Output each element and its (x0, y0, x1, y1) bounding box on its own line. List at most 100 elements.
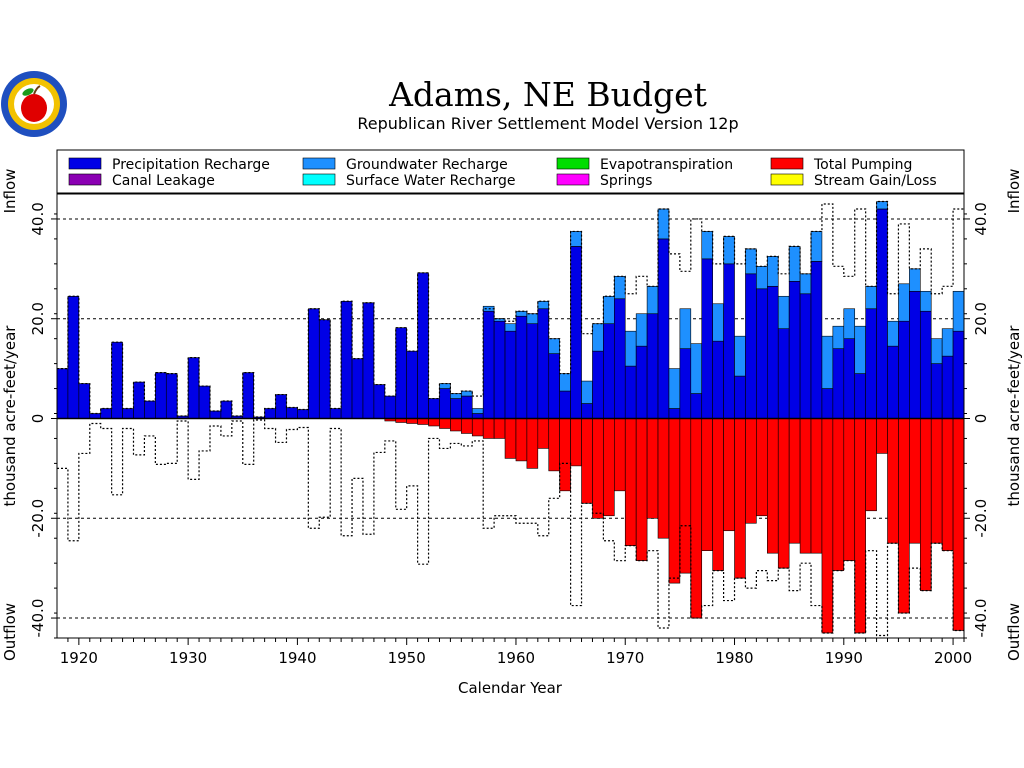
bar-groundwater-recharge (930, 338, 943, 364)
chart-title: Adams, NE Budget (388, 75, 707, 114)
bar-groundwater-recharge (690, 343, 703, 394)
bar-precipitation-recharge (242, 372, 254, 419)
legend-swatch (68, 173, 102, 186)
y-outflow-label-left: Outflow (1, 603, 19, 661)
x-tick-label: 1950 (388, 649, 426, 667)
bar-total-pumping (635, 418, 648, 561)
bar-groundwater-recharge (668, 368, 681, 409)
bar-precipitation-recharge (209, 410, 222, 419)
bar-precipitation-recharge (428, 398, 440, 419)
x-tick-label: 1970 (606, 649, 644, 667)
bar-precipitation-recharge (395, 327, 407, 419)
bar-groundwater-recharge (723, 236, 735, 265)
bar-total-pumping (515, 418, 528, 462)
bar-precipitation-recharge (941, 355, 954, 419)
bar-groundwater-recharge (646, 285, 659, 315)
bar-groundwater-recharge (537, 300, 550, 310)
bar-precipitation-recharge (461, 395, 473, 419)
bar-groundwater-recharge (898, 283, 910, 322)
y-tick-label-right: 40.0 (972, 202, 990, 235)
bar-precipitation-recharge (144, 400, 156, 419)
x-axis-label: Calendar Year (458, 679, 563, 697)
bar-total-pumping (854, 418, 866, 634)
y-tick-label-right: 0 (972, 414, 990, 424)
bar-precipitation-recharge (624, 365, 637, 419)
bar-precipitation-recharge (537, 308, 550, 419)
ticks: 1920 1930 1940 1950 1960 1970 1980 1990 2000-40.… (29, 202, 990, 667)
bar-precipitation-recharge (570, 246, 582, 419)
bar-total-pumping (537, 418, 550, 449)
bar-precipitation-recharge (581, 403, 593, 419)
bar-total-pumping (799, 418, 812, 554)
bar-total-pumping (756, 418, 768, 517)
bar-precipitation-recharge (482, 310, 495, 419)
bar-precipitation-recharge (165, 373, 178, 419)
bar-groundwater-recharge (799, 273, 812, 295)
bar-groundwater-recharge (919, 290, 932, 312)
legend-swatch (68, 157, 102, 170)
bar-total-pumping (657, 418, 670, 539)
bar-precipitation-recharge (155, 372, 167, 419)
bar-groundwater-recharge (624, 330, 637, 367)
bar-total-pumping (668, 418, 681, 584)
bars (56, 201, 965, 634)
y-tick-label-left: 20.0 (29, 302, 47, 335)
bar-precipitation-recharge (876, 208, 888, 419)
bar-precipitation-recharge (67, 295, 80, 419)
bar-total-pumping (417, 418, 429, 425)
bar-precipitation-recharge (56, 368, 69, 419)
bar-groundwater-recharge (745, 248, 757, 275)
bar-precipitation-recharge (384, 395, 397, 419)
plot-frame (56, 193, 965, 639)
legend-label: Springs (600, 173, 652, 189)
bar-precipitation-recharge (373, 384, 386, 419)
bar-total-pumping (493, 418, 506, 439)
bar-total-pumping (919, 418, 932, 591)
bar-precipitation-recharge (351, 358, 364, 419)
bar-precipitation-recharge (635, 345, 648, 419)
bar-precipitation-recharge (450, 398, 462, 419)
bar-groundwater-recharge (635, 313, 648, 347)
bar-total-pumping (821, 418, 834, 634)
y-tick-label-left: -40.0 (29, 599, 47, 638)
bar-precipitation-recharge (133, 381, 145, 419)
bar-precipitation-recharge (865, 308, 877, 419)
bar-total-pumping (941, 418, 954, 551)
bar-precipitation-recharge (111, 341, 123, 419)
bar-total-pumping (504, 418, 517, 459)
bar-total-pumping (909, 418, 921, 544)
bar-precipitation-recharge (723, 263, 735, 419)
legend-label: Stream Gain/Loss (814, 173, 937, 189)
bar-groundwater-recharge (876, 201, 888, 210)
bar-groundwater-recharge (767, 256, 779, 287)
bar-total-pumping (690, 418, 703, 619)
bar-groundwater-recharge (603, 295, 615, 325)
bar-precipitation-recharge (614, 298, 626, 419)
bar-groundwater-recharge (712, 303, 724, 342)
bar-total-pumping (526, 418, 539, 469)
bar-groundwater-recharge (679, 308, 692, 349)
bar-precipitation-recharge (767, 285, 779, 419)
bar-precipitation-recharge (734, 375, 746, 419)
bar-precipitation-recharge (668, 408, 681, 419)
y-outflow-label-right: Outflow (1005, 603, 1023, 661)
bar-groundwater-recharge (865, 285, 877, 310)
bar-groundwater-recharge (570, 231, 582, 247)
bar-precipitation-recharge (843, 338, 856, 419)
bar-precipitation-recharge (799, 293, 812, 419)
bar-total-pumping (712, 418, 724, 571)
bar-precipitation-recharge (745, 273, 757, 419)
bar-precipitation-recharge (887, 345, 899, 419)
bar-total-pumping (646, 418, 659, 519)
y-tick-label-left: 40.0 (29, 202, 47, 235)
bar-groundwater-recharge (471, 408, 484, 414)
bar-precipitation-recharge (559, 390, 571, 419)
bar-precipitation-recharge (439, 388, 451, 419)
bar-groundwater-recharge (832, 325, 845, 349)
bar-groundwater-recharge (657, 208, 670, 240)
y-tick-label-right: -40.0 (972, 599, 990, 638)
bar-groundwater-recharge (526, 313, 539, 325)
bar-precipitation-recharge (898, 320, 910, 419)
bar-total-pumping (461, 418, 473, 434)
bar-precipitation-recharge (406, 350, 418, 419)
